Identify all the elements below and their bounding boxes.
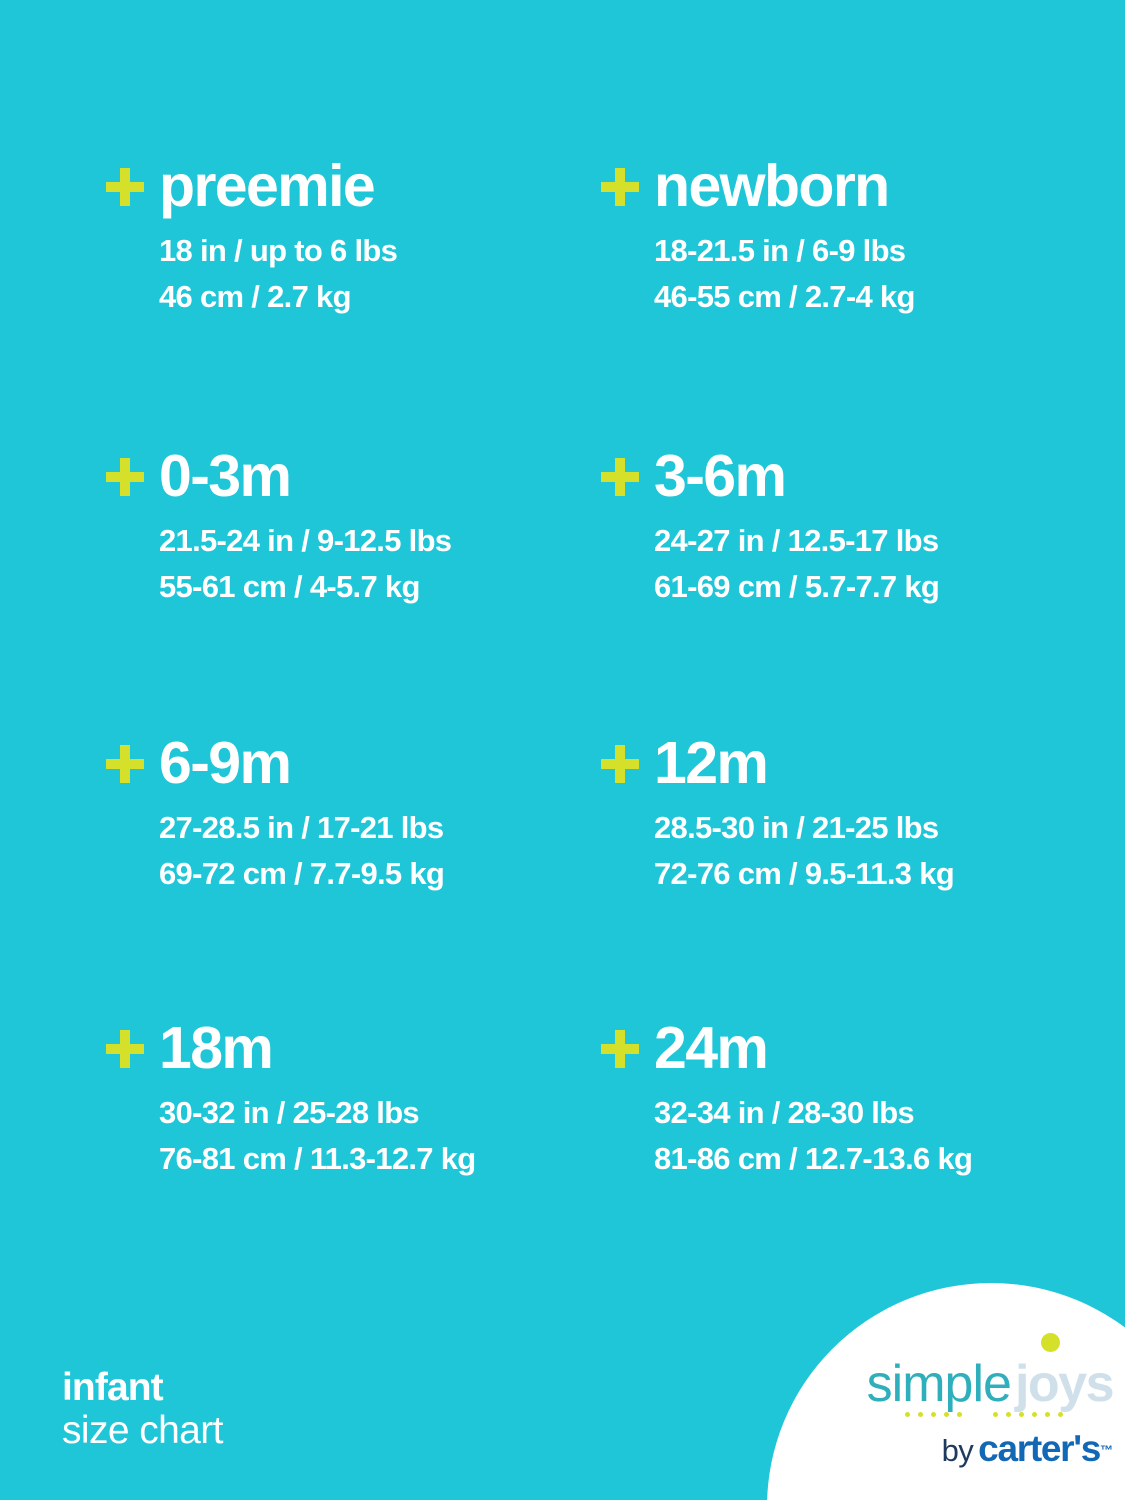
size-measurements: 18 in / up to 6 lbs 46 cm / 2.7 kg [159, 228, 500, 319]
size-name: 18m [159, 1014, 274, 1081]
size-name: 0-3m [159, 442, 292, 509]
size-line-imperial: 21.5-24 in / 9-12.5 lbs [159, 523, 452, 558]
logo-wordmark: simple joys [833, 1333, 1115, 1418]
page-title: infant size chart [62, 1365, 224, 1453]
logo-word-by: by [941, 1433, 974, 1468]
size-line-metric: 61-69 cm / 5.7-7.7 kg [654, 568, 940, 604]
size-name: 24m [654, 1014, 769, 1081]
size-line-metric: 46-55 cm / 2.7-4 kg [654, 278, 915, 314]
size-line-imperial: 18-21.5 in / 6-9 lbs [654, 233, 906, 268]
size-entry-12m: 12m 28.5-30 in / 21-25 lbs 72-76 cm / 9.… [500, 727, 1000, 1012]
size-line-metric: 81-86 cm / 12.7-13.6 kg [654, 1140, 973, 1176]
trademark-icon: ™ [1100, 1442, 1113, 1458]
size-entry-0-3m: 0-3m 21.5-24 in / 9-12.5 lbs 55-61 cm / … [0, 440, 500, 727]
logo-word-joys: joys [1014, 1333, 1115, 1413]
size-grid: preemie 18 in / up to 6 lbs 46 cm / 2.7 … [0, 150, 1125, 1181]
caption-line-secondary: size chart [62, 1409, 224, 1453]
size-entry-header: 24m [600, 1012, 1000, 1084]
size-measurements: 32-34 in / 28-30 lbs 81-86 cm / 12.7-13.… [654, 1090, 1000, 1181]
logo-dotted-underline-icon [905, 1412, 1095, 1418]
size-entry-header: 18m [105, 1012, 500, 1084]
logo-dot-icon [1040, 1333, 1060, 1352]
size-line-imperial: 30-32 in / 25-28 lbs [159, 1095, 420, 1130]
size-entry-preemie: preemie 18 in / up to 6 lbs 46 cm / 2.7 … [0, 150, 500, 440]
plus-icon [600, 167, 640, 207]
size-measurements: 18-21.5 in / 6-9 lbs 46-55 cm / 2.7-4 kg [654, 228, 1000, 319]
caption-line-primary: infant [62, 1365, 164, 1409]
size-entry-18m: 18m 30-32 in / 25-28 lbs 76-81 cm / 11.3… [0, 1012, 500, 1181]
plus-icon [600, 457, 640, 497]
size-line-metric: 55-61 cm / 4-5.7 kg [159, 568, 420, 604]
size-line-imperial: 28.5-30 in / 21-25 lbs [654, 810, 939, 845]
size-line-imperial: 27-28.5 in / 17-21 lbs [159, 810, 444, 845]
size-line-imperial: 24-27 in / 12.5-17 lbs [654, 523, 939, 558]
logo-byline: by carter's™ [833, 1430, 1113, 1467]
size-entry-3-6m: 3-6m 24-27 in / 12.5-17 lbs 61-69 cm / 5… [500, 440, 1000, 727]
plus-icon [105, 457, 145, 497]
size-measurements: 24-27 in / 12.5-17 lbs 61-69 cm / 5.7-7.… [654, 518, 1000, 609]
size-entry-header: newborn [600, 150, 1000, 222]
size-line-imperial: 18 in / up to 6 lbs [159, 233, 398, 268]
size-line-metric: 69-72 cm / 7.7-9.5 kg [159, 855, 445, 891]
plus-icon [600, 1029, 640, 1069]
size-entry-header: 3-6m [600, 440, 1000, 512]
size-name: 12m [654, 729, 769, 796]
size-measurements: 30-32 in / 25-28 lbs 76-81 cm / 11.3-12.… [159, 1090, 500, 1181]
size-measurements: 21.5-24 in / 9-12.5 lbs 55-61 cm / 4-5.7… [159, 518, 500, 609]
size-line-metric: 72-76 cm / 9.5-11.3 kg [654, 855, 955, 891]
size-entry-header: 0-3m [105, 440, 500, 512]
size-name: 3-6m [654, 442, 787, 509]
logo-word-joys-text: joys [1014, 1355, 1115, 1413]
plus-icon [105, 167, 145, 207]
plus-icon [105, 1029, 145, 1069]
brand-logo: simple joys by carter's™ [833, 1333, 1115, 1467]
size-entry-newborn: newborn 18-21.5 in / 6-9 lbs 46-55 cm / … [500, 150, 1000, 440]
size-line-metric: 76-81 cm / 11.3-12.7 kg [159, 1140, 476, 1176]
size-name: preemie [159, 152, 376, 219]
size-name: 6-9m [159, 729, 292, 796]
size-entry-header: 12m [600, 727, 1000, 799]
size-line-imperial: 32-34 in / 28-30 lbs [654, 1095, 915, 1130]
size-measurements: 27-28.5 in / 17-21 lbs 69-72 cm / 7.7-9.… [159, 805, 500, 896]
size-entry-header: 6-9m [105, 727, 500, 799]
plus-icon [105, 744, 145, 784]
size-entry-24m: 24m 32-34 in / 28-30 lbs 81-86 cm / 12.7… [500, 1012, 1000, 1181]
size-measurements: 28.5-30 in / 21-25 lbs 72-76 cm / 9.5-11… [654, 805, 1000, 896]
size-entry-header: preemie [105, 150, 500, 222]
size-entry-6-9m: 6-9m 27-28.5 in / 17-21 lbs 69-72 cm / 7… [0, 727, 500, 1012]
logo-word-simple: simple [866, 1355, 1012, 1413]
size-line-metric: 46 cm / 2.7 kg [159, 278, 352, 314]
plus-icon [600, 744, 640, 784]
size-name: newborn [654, 152, 890, 219]
logo-word-carters: carter's [978, 1428, 1101, 1469]
